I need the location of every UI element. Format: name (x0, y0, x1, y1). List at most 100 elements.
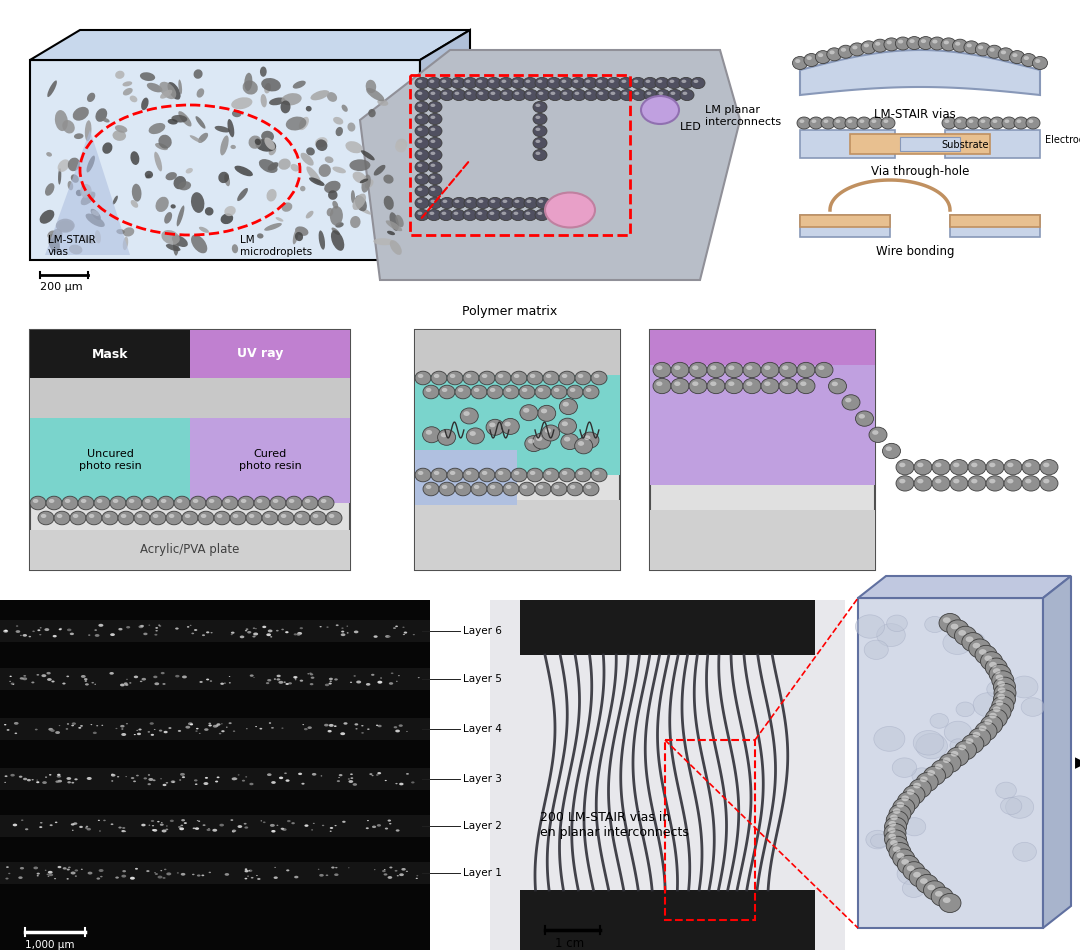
Ellipse shape (1040, 476, 1058, 491)
Ellipse shape (551, 91, 555, 95)
Ellipse shape (40, 822, 42, 824)
Ellipse shape (159, 625, 161, 627)
Ellipse shape (875, 42, 880, 46)
Ellipse shape (205, 207, 214, 216)
Ellipse shape (44, 869, 46, 871)
Ellipse shape (204, 729, 208, 731)
Ellipse shape (67, 878, 69, 880)
Ellipse shape (873, 39, 888, 52)
Ellipse shape (993, 668, 1000, 674)
Ellipse shape (281, 629, 284, 630)
Ellipse shape (489, 212, 495, 215)
Ellipse shape (125, 776, 127, 777)
Ellipse shape (167, 82, 180, 100)
Ellipse shape (154, 873, 158, 875)
Ellipse shape (415, 138, 429, 148)
Ellipse shape (23, 634, 27, 637)
Ellipse shape (38, 629, 40, 631)
Bar (190, 418, 350, 503)
Ellipse shape (138, 625, 144, 628)
Ellipse shape (206, 828, 211, 831)
Ellipse shape (538, 388, 543, 392)
Ellipse shape (310, 90, 329, 101)
Bar (519, 600, 815, 655)
Ellipse shape (320, 626, 322, 627)
Ellipse shape (31, 681, 35, 683)
Ellipse shape (366, 827, 368, 829)
Ellipse shape (368, 109, 376, 117)
Ellipse shape (913, 783, 921, 788)
Ellipse shape (536, 198, 550, 209)
Ellipse shape (415, 77, 429, 88)
Ellipse shape (1043, 463, 1050, 467)
Ellipse shape (532, 433, 551, 449)
Ellipse shape (415, 149, 429, 161)
Text: 200 μm: 200 μm (40, 282, 83, 292)
Ellipse shape (100, 876, 103, 878)
Ellipse shape (71, 824, 75, 826)
Ellipse shape (300, 153, 313, 165)
Ellipse shape (327, 730, 332, 732)
Ellipse shape (66, 675, 69, 677)
Ellipse shape (403, 627, 405, 628)
Ellipse shape (423, 385, 438, 399)
Ellipse shape (70, 871, 76, 875)
Ellipse shape (285, 683, 289, 685)
Ellipse shape (125, 684, 129, 686)
Ellipse shape (67, 781, 71, 784)
Ellipse shape (85, 827, 87, 828)
Ellipse shape (361, 725, 364, 727)
Ellipse shape (478, 91, 484, 95)
Ellipse shape (105, 514, 110, 518)
Ellipse shape (102, 725, 104, 726)
Ellipse shape (309, 673, 312, 674)
Ellipse shape (935, 463, 942, 467)
Ellipse shape (390, 240, 402, 255)
Ellipse shape (315, 140, 327, 151)
Ellipse shape (530, 374, 536, 378)
Ellipse shape (217, 514, 222, 518)
Ellipse shape (295, 677, 297, 678)
Ellipse shape (299, 117, 309, 130)
Ellipse shape (67, 777, 71, 780)
Ellipse shape (215, 781, 218, 783)
Ellipse shape (608, 89, 622, 101)
Bar (950, 215, 1040, 237)
Ellipse shape (63, 120, 75, 134)
Ellipse shape (302, 724, 305, 725)
Ellipse shape (35, 729, 38, 731)
Ellipse shape (62, 496, 78, 510)
Ellipse shape (141, 496, 158, 510)
Ellipse shape (362, 175, 370, 193)
Ellipse shape (244, 870, 248, 872)
Ellipse shape (478, 200, 484, 203)
Ellipse shape (993, 120, 997, 123)
Ellipse shape (301, 783, 305, 785)
Ellipse shape (274, 678, 276, 679)
Ellipse shape (455, 385, 471, 399)
Ellipse shape (273, 877, 278, 879)
Ellipse shape (394, 870, 397, 872)
Ellipse shape (326, 874, 328, 876)
Bar (415, 330, 620, 570)
Ellipse shape (903, 818, 926, 836)
Ellipse shape (269, 98, 285, 105)
Ellipse shape (953, 39, 968, 52)
Ellipse shape (996, 674, 1003, 680)
Ellipse shape (148, 783, 151, 786)
Ellipse shape (72, 514, 79, 518)
Ellipse shape (75, 876, 77, 877)
Ellipse shape (921, 39, 926, 43)
Ellipse shape (23, 677, 27, 680)
Ellipse shape (191, 192, 204, 213)
Ellipse shape (213, 725, 218, 728)
Ellipse shape (276, 678, 280, 680)
Ellipse shape (985, 658, 1008, 677)
Ellipse shape (981, 652, 1002, 671)
Ellipse shape (102, 511, 118, 524)
Ellipse shape (259, 159, 278, 173)
Ellipse shape (453, 198, 465, 209)
Ellipse shape (310, 683, 313, 685)
Ellipse shape (643, 77, 657, 88)
Ellipse shape (286, 869, 289, 871)
